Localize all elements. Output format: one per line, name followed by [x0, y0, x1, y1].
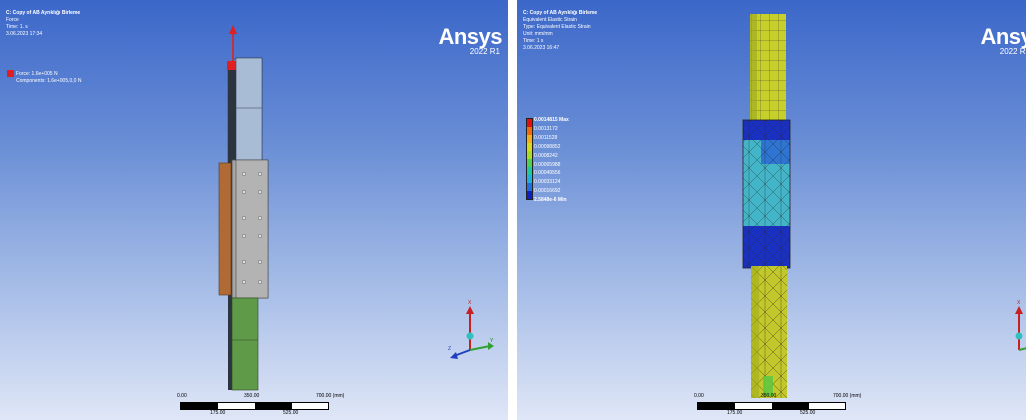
contour-label: 0.0013172 — [534, 125, 558, 132]
contour-color-bar — [526, 118, 533, 200]
force-components: Components: 1.6e+005,0,0 N — [16, 77, 82, 84]
upper-plate-face — [235, 57, 263, 163]
result-time: Time: 1. s — [6, 24, 28, 30]
contour-band — [527, 127, 532, 135]
contour-band — [527, 119, 532, 127]
result-time: Time: 1 s — [523, 38, 544, 44]
contour-labels: 0.0014815 Max 0.0013172 0.0011528 0.0009885… — [534, 116, 569, 205]
contour-band — [527, 167, 532, 175]
contour-band — [527, 159, 532, 167]
ansys-version: 2022 R1 — [999, 47, 1026, 56]
contour-label: 0.00049556 — [534, 170, 561, 177]
contour-band — [527, 183, 532, 191]
contour-label: 0.00016692 — [534, 188, 561, 195]
scale-bar: 0.00 350.00 700.00 (mm) 175.00 525.00 — [177, 393, 345, 416]
analysis-title: C: Copy of AB Ayrıklığı Birleme — [6, 10, 81, 16]
contour-label: 0.00033124 — [534, 179, 561, 186]
axis-label-x: X — [1017, 300, 1021, 306]
cover-plate-back — [218, 162, 232, 296]
result-subtype: Type: Equivalent Elastic Strain — [523, 24, 591, 30]
force-swatch-icon — [7, 70, 14, 77]
contour-legend: 0.0014815 Max 0.0013172 0.0011528 0.0009885… — [526, 117, 569, 203]
axis-label-x: X — [468, 300, 472, 306]
axis-triad[interactable]: X Y Z — [446, 298, 496, 368]
contour-label: 2.5848e-6 Min — [534, 197, 567, 204]
force-marker — [227, 61, 236, 70]
contour-label: 0.00098852 — [534, 143, 561, 150]
result-type: Equivalent Elastic Strain — [523, 17, 577, 23]
scale-bar: 0.00 350.00 700.00 (mm) 175.00 525.00 — [694, 393, 862, 416]
result-unit: Unit: mm/mm — [523, 31, 553, 37]
analysis-info: C: Copy of AB Ayrıklığı Birleme Force Ti… — [6, 10, 80, 38]
result-type: Force — [6, 17, 19, 23]
contour-label: 0.0014815 Max — [534, 117, 569, 123]
result-date: 3.06.2023 16:47 — [523, 45, 560, 51]
analysis-title: C: Copy of AB Ayrıklığı Birleme — [523, 10, 598, 16]
contour-label: 0.0008242 — [534, 152, 558, 159]
ansys-logo: Ansys — [438, 24, 502, 49]
ansys-version: 2022 R1 — [469, 47, 500, 56]
analysis-info: C: Copy of AB Ayrıklığı Birleme Equivale… — [523, 10, 597, 52]
strain-model[interactable] — [517, 0, 1026, 420]
force-viewport[interactable]: C: Copy of AB Ayrıklığı Birleme Force Ti… — [0, 0, 508, 420]
result-date: 3.06.2023 17:34 — [6, 31, 43, 37]
ansys-logo: Ansys — [980, 24, 1026, 49]
strain-viewport[interactable]: C: Copy of AB Ayrıklığı Birleme Equivale… — [517, 0, 1026, 420]
contour-band — [527, 151, 532, 159]
force-model[interactable] — [0, 0, 508, 420]
contour-band — [527, 175, 532, 183]
contour-band — [527, 135, 532, 143]
axis-label-y: Y — [490, 338, 494, 344]
bolts — [241, 171, 263, 285]
lower-plate — [231, 297, 259, 391]
axis-label-z: Z — [448, 346, 451, 352]
contour-label: 0.00065988 — [534, 161, 561, 168]
contour-band — [527, 143, 532, 151]
axis-triad[interactable]: X — [995, 298, 1026, 368]
force-label: Force: 1.6e+005 N — [16, 70, 58, 77]
contour-label: 0.0011528 — [534, 134, 558, 141]
contour-band — [527, 191, 532, 199]
force-legend: Force: 1.6e+005 N Components: 1.6e+005,0… — [7, 70, 81, 85]
